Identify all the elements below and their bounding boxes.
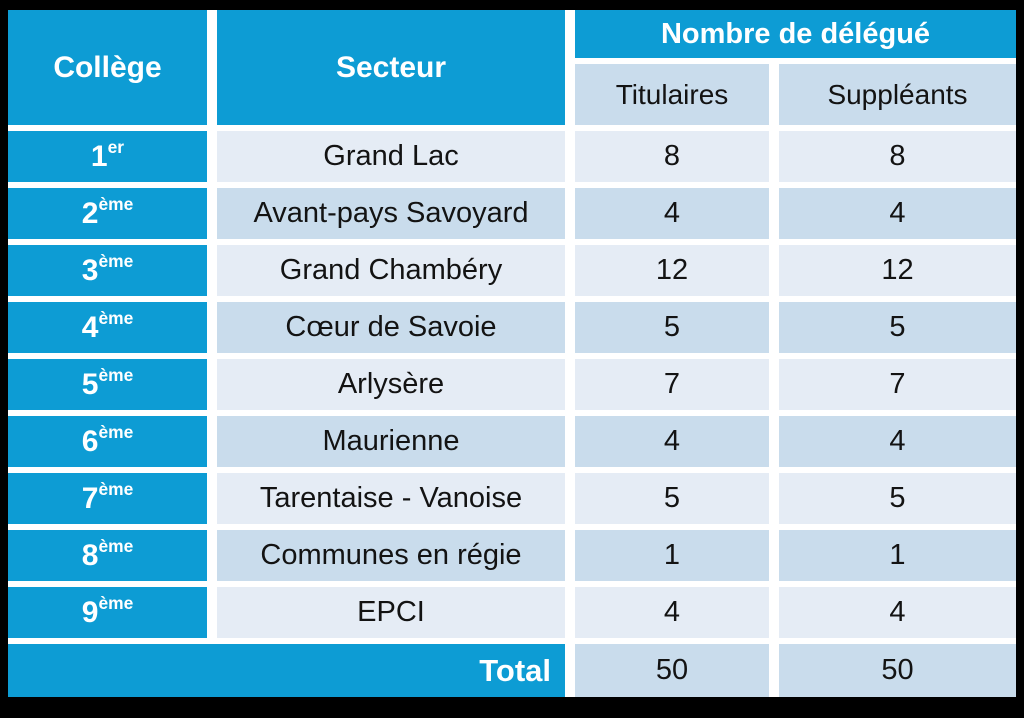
ordinal-suffix: ème [98,308,134,329]
delegates-table: Collège Secteur Nombre de délégué Titula… [8,10,1016,697]
ordinal-suffix: ème [98,593,134,614]
suppleants-cell: 12 [779,245,1016,296]
college-cell: 9 ème [8,587,207,638]
secteur-cell: Maurienne [217,416,565,467]
titulaires-cell: 4 [575,587,769,638]
header-suppleants: Suppléants [779,64,1016,125]
college-cell: 2 ème [8,188,207,239]
header-college: Collège [8,10,207,125]
suppleants-cell: 4 [779,188,1016,239]
ordinal-suffix: ème [98,251,134,272]
titulaires-cell: 8 [575,131,769,182]
titulaires-cell: 5 [575,302,769,353]
secteur-cell: Grand Chambéry [217,245,565,296]
suppleants-cell: 5 [779,473,1016,524]
college-cell: 8 ème [8,530,207,581]
suppleants-cell: 5 [779,302,1016,353]
titulaires-cell: 1 [575,530,769,581]
secteur-cell: Cœur de Savoie [217,302,565,353]
college-cell: 3 ème [8,245,207,296]
header-secteur: Secteur [217,10,565,125]
titulaires-cell: 4 [575,188,769,239]
college-cell: 1 er [8,131,207,182]
ordinal-suffix: ème [98,536,134,557]
college-cell: 6 ème [8,416,207,467]
total-titulaires: 50 [575,644,769,697]
suppleants-cell: 1 [779,530,1016,581]
titulaires-cell: 12 [575,245,769,296]
college-cell: 4 ème [8,302,207,353]
secteur-cell: Arlysère [217,359,565,410]
total-label: Total [8,644,565,697]
suppleants-cell: 7 [779,359,1016,410]
secteur-cell: Grand Lac [217,131,565,182]
secteur-cell: EPCI [217,587,565,638]
titulaires-cell: 7 [575,359,769,410]
ordinal-suffix: ème [98,479,134,500]
college-cell: 7 ème [8,473,207,524]
ordinal-suffix: ème [98,194,134,215]
titulaires-cell: 5 [575,473,769,524]
secteur-cell: Tarentaise - Vanoise [217,473,565,524]
secteur-cell: Communes en régie [217,530,565,581]
ordinal-suffix: er [107,137,125,158]
suppleants-cell: 8 [779,131,1016,182]
suppleants-cell: 4 [779,416,1016,467]
header-nombre-de-delegue: Nombre de délégué [575,10,1016,58]
titulaires-cell: 4 [575,416,769,467]
total-suppleants: 50 [779,644,1016,697]
ordinal-suffix: ème [98,365,134,386]
suppleants-cell: 4 [779,587,1016,638]
ordinal-suffix: ème [98,422,134,443]
secteur-cell: Avant-pays Savoyard [217,188,565,239]
college-cell: 5 ème [8,359,207,410]
header-titulaires: Titulaires [575,64,769,125]
